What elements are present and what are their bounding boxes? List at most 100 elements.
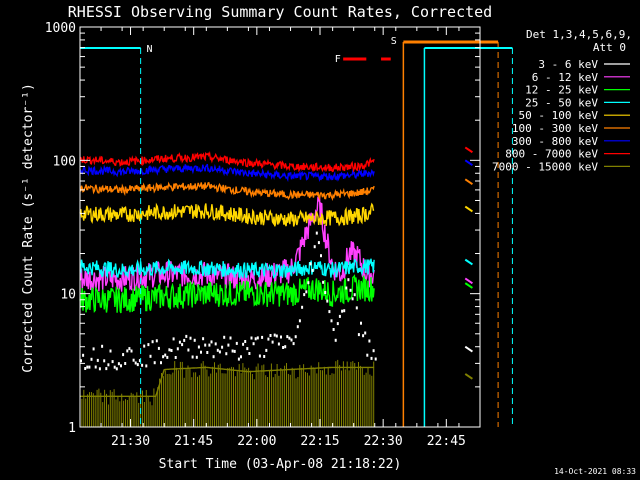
series-3-6kev-mark [231,349,234,353]
series-3-6kev-mark [200,350,202,354]
series-3-6kev-mark [80,359,82,363]
series-3-6kev-mark [166,355,169,359]
series-tail-6-12kev [464,277,473,285]
series-3-6kev-mark [218,350,221,354]
series-3-6kev-mark [336,322,339,326]
series-3-6kev-mark [246,347,249,351]
series-3-6kev-mark [273,333,276,337]
series-3-6kev-mark [370,356,373,360]
series-3-6kev-mark [355,306,358,310]
y-axis-label: Corrected Count Rate (s⁻¹ detector⁻¹) [21,83,36,373]
series-3-6kev-mark [136,363,139,367]
y-tick-label: 10 [60,288,76,303]
legend-label-100-300kev: 100 - 300 keV [512,122,598,135]
series-3-6kev-mark [366,353,369,357]
saa-flag-label: S [391,36,397,47]
series-3-6kev-mark [181,343,184,347]
series-3-6kev-mark [334,338,337,342]
series-line-12-25kev [79,274,375,314]
series-3-6kev-mark [322,280,325,284]
series-3-6kev-mark [364,331,367,335]
series-3-6kev-mark [288,336,291,340]
series-line-3-6kev [79,228,375,377]
x-tick-label: 22:15 [300,434,339,449]
series-3-6kev-mark [183,338,186,342]
series-3-6kev-mark [128,347,131,351]
series-3-6kev-mark [185,334,188,338]
series-3-6kev-mark [298,319,301,323]
series-3-6kev-mark [271,340,274,344]
series-3-6kev-mark [162,355,165,359]
series-line-300-800kev [79,163,375,183]
series-3-6kev-mark [113,365,116,369]
series-3-6kev-mark [345,286,348,290]
series-3-6kev-mark [324,291,327,294]
series-3-6kev-mark [193,338,196,342]
series-3-6kev-mark [103,359,106,363]
series-3-6kev-mark [191,355,194,359]
series-3-6kev-mark [195,355,198,359]
series-3-6kev-mark [170,349,173,352]
series-3-6kev-mark [138,359,141,363]
series-3-6kev-mark [168,348,171,352]
series-3-6kev-mark [216,348,219,352]
series-3-6kev-mark [145,364,148,368]
series-3-6kev-mark [263,355,266,358]
series-3-6kev-mark [107,363,110,367]
series-tail-3-6kev [464,345,473,353]
series-3-6kev-mark [349,288,352,292]
series-3-6kev-mark [143,344,146,348]
series-3-6kev-mark [305,290,308,294]
series-3-6kev-mark [88,365,91,369]
series-3-6kev-mark [84,367,87,370]
series-3-6kev-mark [86,365,89,369]
series-3-6kev-mark [153,361,156,365]
series-3-6kev-mark [147,343,150,347]
series-3-6kev-mark [160,361,162,365]
series-3-6kev-mark [374,357,377,361]
series-tail-50-100kev [464,205,473,213]
plot-frame [79,26,481,428]
series-line-7000-15000kev [80,366,375,397]
series-3-6kev-mark [208,343,211,347]
series-tail-12-25kev [464,282,473,289]
series-3-6kev-mark [122,353,125,357]
series-3-6kev-mark [174,356,177,359]
series-3-6kev-mark [286,335,289,339]
series-3-6kev-mark [221,345,224,349]
series-3-6kev-mark [307,281,310,285]
series-tail-7000-15000kev [464,373,473,380]
x-tick-label: 22:00 [237,434,276,449]
legend-label-50-100kev: 50 - 100 keV [519,109,599,122]
series-3-6kev-mark [341,309,344,313]
plot-area: N F S [79,36,513,427]
series-3-6kev-mark [347,278,350,282]
series-3-6kev-mark [120,364,122,368]
x-tick-label: 21:45 [174,434,213,449]
series-3-6kev-mark [202,337,205,341]
y-tick-label: 100 [53,154,76,169]
series-3-6kev-mark [248,352,251,355]
series-3-6kev-mark [242,342,245,346]
series-3-6kev-mark [353,293,356,297]
series-3-6kev-mark [141,363,144,367]
series-3-6kev-mark [204,343,207,347]
series-3-6kev-mark [292,342,295,346]
series-3-6kev-mark [252,342,255,346]
series-3-6kev-mark [132,358,135,362]
series-3-6kev-mark [338,314,341,318]
series-line-50-100kev [79,202,375,227]
series-3-6kev-mark [357,333,360,337]
series-3-6kev-mark [282,346,285,349]
series-3-6kev-mark [101,344,104,348]
series-3-6kev-mark [313,245,316,249]
series-3-6kev-mark [240,355,242,359]
x-axis-label: Start Time (03-Apr-08 21:18:22) [159,457,402,472]
series-3-6kev-mark [280,335,282,339]
series-3-6kev-mark [98,367,101,371]
flare-flag-label: F [335,54,341,65]
series-3-6kev-mark [189,336,192,340]
y-tick-label: 1 [68,421,76,436]
series-3-6kev-mark [105,367,108,371]
